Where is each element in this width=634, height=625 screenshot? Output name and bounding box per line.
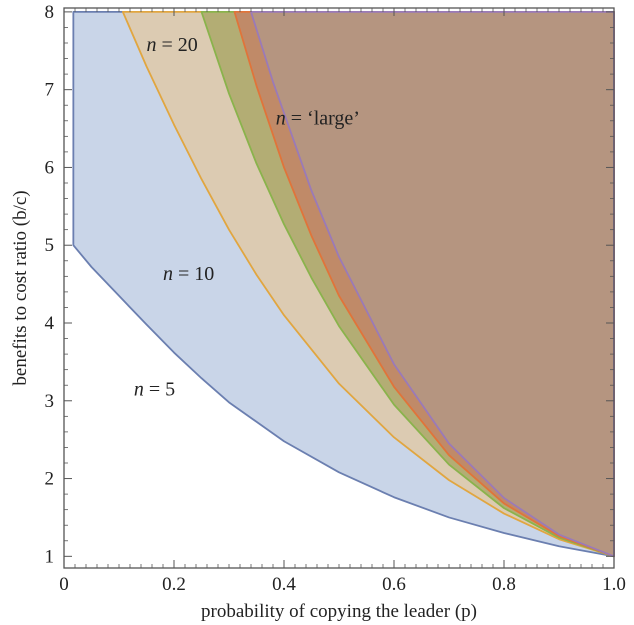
- x-tick-label: 1.0: [602, 574, 626, 595]
- y-tick-label: 5: [45, 235, 55, 256]
- annotations-layer: n = 20 n = 10 n = 5 n = ‘large’: [134, 34, 360, 401]
- y-tick-label: 8: [45, 2, 55, 23]
- y-tick-label: 1: [45, 546, 55, 567]
- x-tick-label: 0.6: [382, 574, 406, 595]
- x-axis-label: probability of copying the leader (p): [201, 601, 477, 622]
- y-tick-label: 7: [45, 80, 55, 101]
- annotation-3: n = 5: [134, 378, 175, 400]
- y-axis-label: benefits to cost ratio (b/c): [10, 190, 31, 385]
- regions-layer: [72, 10, 615, 558]
- y-tick-label: 4: [45, 313, 55, 334]
- y-tick-label: 2: [45, 469, 55, 490]
- x-tick-label: 0: [59, 574, 69, 595]
- y-tick-label: 6: [45, 157, 55, 178]
- ticks-layer: 0 0.2 0.4 0.6 0.8 1.0 1 2 3 4 5 6 7 8: [45, 2, 626, 595]
- x-tick-label: 0.4: [272, 574, 296, 595]
- annotation-1: n = 20: [147, 34, 198, 56]
- annotation-2: n = 10: [163, 263, 214, 285]
- y-tick-label: 3: [45, 391, 55, 412]
- x-tick-label: 0.2: [162, 574, 186, 595]
- x-tick-label: 0.8: [492, 574, 516, 595]
- annotation-4: n = ‘large’: [276, 108, 360, 130]
